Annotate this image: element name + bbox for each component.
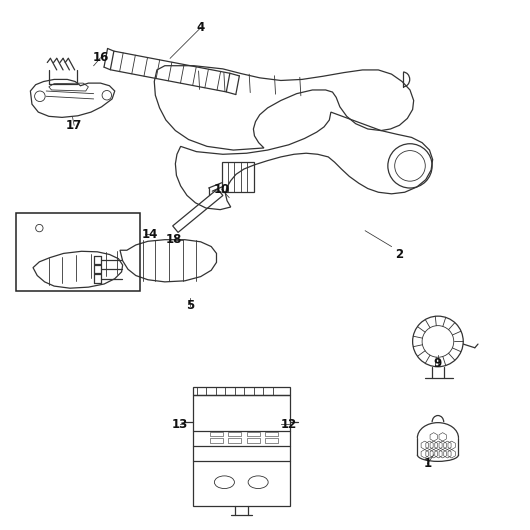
Text: 4: 4 bbox=[197, 21, 205, 34]
Text: 13: 13 bbox=[172, 418, 188, 431]
Bar bbox=[246, 438, 260, 443]
Text: 2: 2 bbox=[395, 248, 403, 261]
Text: 10: 10 bbox=[214, 183, 230, 196]
Bar bbox=[228, 431, 241, 436]
Bar bbox=[265, 431, 278, 436]
Text: 5: 5 bbox=[186, 299, 195, 312]
Text: 12: 12 bbox=[280, 418, 297, 431]
Text: 1: 1 bbox=[423, 457, 431, 470]
Text: 17: 17 bbox=[66, 119, 82, 132]
Text: 16: 16 bbox=[92, 51, 109, 64]
Bar bbox=[210, 431, 223, 436]
Bar bbox=[228, 438, 241, 443]
Bar bbox=[246, 431, 260, 436]
Bar bbox=[16, 214, 140, 292]
Bar bbox=[193, 387, 290, 395]
Bar bbox=[222, 162, 254, 192]
Bar bbox=[210, 438, 223, 443]
Bar bbox=[193, 395, 290, 506]
Text: 14: 14 bbox=[142, 228, 158, 241]
Bar bbox=[265, 438, 278, 443]
Text: 18: 18 bbox=[166, 233, 182, 246]
Text: 9: 9 bbox=[434, 357, 442, 370]
